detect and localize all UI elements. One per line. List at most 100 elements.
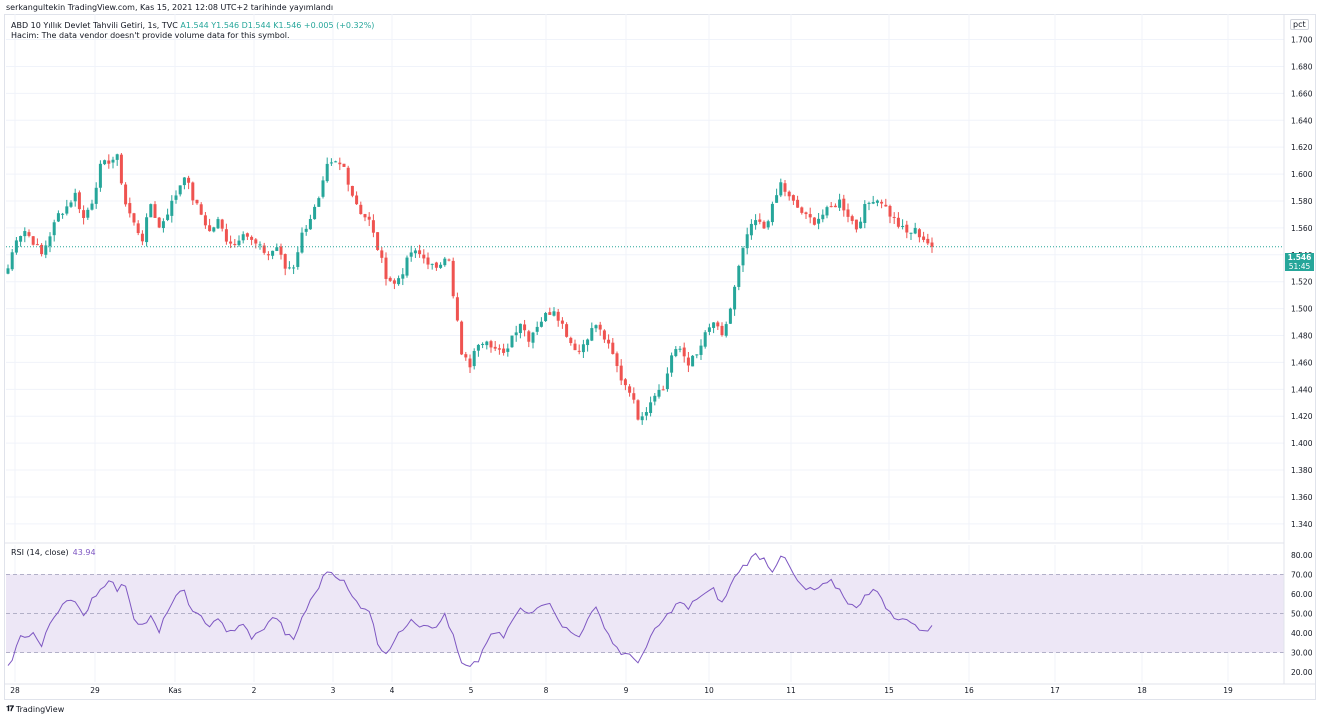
- candle-body: [577, 350, 581, 352]
- candle-body: [111, 159, 115, 163]
- candle-body: [170, 200, 174, 216]
- last-price-tag: 1.546 51:45: [1285, 253, 1314, 271]
- candle-body: [922, 236, 926, 240]
- rsi-tick-label: 70.00: [1291, 570, 1313, 579]
- time-tick-label: 9: [624, 686, 629, 695]
- candle-body: [863, 204, 867, 224]
- candle-body: [859, 221, 863, 229]
- candle-body: [489, 341, 493, 348]
- candle-body: [338, 162, 342, 165]
- candle-body: [535, 326, 539, 332]
- candle-body: [426, 257, 430, 265]
- candle-body: [103, 160, 107, 165]
- rsi-axis[interactable]: 80.00 70.00 60.00 50.00 40.00 30.00 20.00: [1291, 551, 1313, 677]
- candle-body: [712, 322, 716, 328]
- candle-body: [913, 227, 917, 234]
- rsi-legend[interactable]: RSI (14, close) 43.94: [11, 548, 96, 557]
- percent-scale-button[interactable]: pct: [1290, 19, 1309, 30]
- candle-body: [518, 323, 522, 334]
- rsi-label: RSI (14, close): [11, 548, 69, 557]
- candle-body: [271, 250, 275, 256]
- symbol-legend[interactable]: ABD 10 Yıllık Devlet Tahvili Getiri, 1s,…: [11, 20, 374, 31]
- candle-body: [812, 217, 816, 225]
- candle-body: [434, 262, 438, 268]
- candle-body: [548, 312, 552, 315]
- time-tick-label: 15: [884, 686, 894, 695]
- candle-body: [640, 416, 644, 421]
- candle-body: [384, 257, 388, 279]
- candle-body: [174, 195, 178, 200]
- candle-body: [586, 339, 590, 346]
- price-tick-label: 1.620: [1291, 143, 1313, 152]
- candle-body: [266, 254, 270, 256]
- time-tick-label: 4: [390, 686, 395, 695]
- candle-body: [40, 244, 44, 255]
- candle-body: [871, 202, 875, 204]
- candle-body: [493, 346, 497, 349]
- candle-body: [468, 358, 472, 368]
- time-tick-label: Kas: [168, 686, 181, 695]
- candle-body: [472, 351, 476, 367]
- candle-body: [208, 225, 212, 232]
- candle-body: [161, 221, 165, 229]
- candle-body: [724, 324, 728, 336]
- candle-body: [800, 207, 804, 213]
- footer[interactable]: 𝟏𝟕 TradingView: [6, 704, 64, 714]
- candle-body: [237, 240, 241, 246]
- candle-body: [35, 244, 39, 246]
- rsi-value: 43.94: [72, 548, 96, 557]
- candle-body: [695, 354, 699, 356]
- candle-body: [275, 247, 279, 251]
- candle-body: [880, 201, 884, 204]
- volume-note: Hacim: The data vendor doesn't provide v…: [11, 31, 290, 40]
- candle-body: [737, 265, 741, 287]
- candle-body: [754, 220, 758, 226]
- candle-body: [674, 349, 678, 357]
- candle-body: [741, 248, 745, 266]
- candle-body: [481, 343, 485, 345]
- candle-body: [649, 402, 653, 414]
- candle-body: [867, 202, 871, 204]
- candle-body: [901, 225, 905, 227]
- candle-body: [212, 227, 216, 232]
- candle-body: [287, 267, 291, 269]
- candle-body: [86, 209, 90, 218]
- candle-body: [703, 332, 707, 347]
- time-axis[interactable]: 28 29 Kas 2 3 4 5 8 9 10 11 15 16 17 18 19: [10, 686, 1233, 695]
- candle-body: [787, 191, 791, 197]
- price-tick-label: 1.500: [1291, 305, 1313, 314]
- candle-body: [783, 183, 787, 192]
- candle-body: [199, 204, 203, 215]
- candle-body: [52, 222, 56, 236]
- price-tick-label: 1.580: [1291, 197, 1313, 206]
- candle-body: [716, 322, 720, 327]
- candle-body: [485, 341, 489, 346]
- candle-body: [443, 258, 447, 266]
- candle-body: [187, 177, 191, 183]
- candle-body: [691, 355, 695, 367]
- candle-body: [720, 325, 724, 336]
- candle-body: [136, 223, 140, 234]
- price-tick-label: 1.680: [1291, 62, 1313, 71]
- candle-body: [132, 213, 136, 223]
- candle-body: [178, 185, 182, 195]
- candle-body: [829, 206, 833, 208]
- candle-body: [653, 395, 657, 402]
- candle-body: [619, 365, 623, 381]
- candle-body: [460, 321, 464, 355]
- publish-info: serkangultekin TradingView.com, Kas 15, …: [6, 3, 334, 12]
- candle-body: [413, 250, 417, 254]
- candle-body: [930, 242, 934, 247]
- price-tick-label: 1.700: [1291, 36, 1313, 45]
- candle-body: [355, 195, 359, 205]
- price-axis[interactable]: 1.700 1.680 1.660 1.640 1.620 1.600 1.580 1.560…: [1291, 36, 1313, 529]
- candle-body: [258, 244, 262, 246]
- candle-body: [418, 250, 422, 255]
- candle-body: [61, 213, 65, 215]
- time-tick-label: 8: [544, 686, 549, 695]
- candle-body: [14, 240, 18, 253]
- candle-body: [594, 325, 598, 329]
- candle-body: [502, 348, 506, 353]
- candle-body: [48, 236, 52, 247]
